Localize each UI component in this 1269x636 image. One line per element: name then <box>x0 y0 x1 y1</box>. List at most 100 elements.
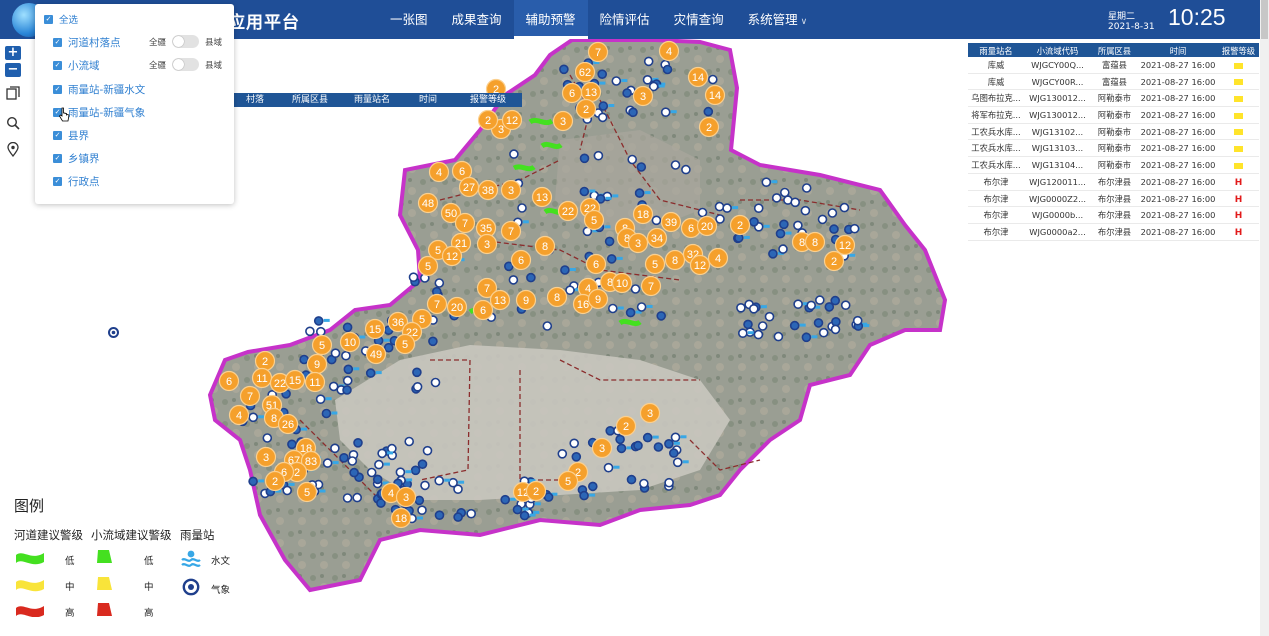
cluster-marker[interactable]: 38 <box>477 179 499 201</box>
nav-item-overview-map[interactable]: 一张图 <box>390 12 428 27</box>
cluster-marker[interactable]: 5 <box>311 334 333 356</box>
cluster-marker[interactable]: 5 <box>557 470 579 492</box>
scrollbar-thumb[interactable] <box>1261 0 1268 39</box>
meteo-station-icon[interactable] <box>108 323 119 342</box>
location-pin-icon[interactable] <box>5 141 21 158</box>
cluster-marker[interactable]: 3 <box>591 437 613 459</box>
cluster-marker[interactable]: 3 <box>500 179 522 201</box>
cluster-marker[interactable]: 10 <box>611 272 633 294</box>
nav-item-disaster-query[interactable]: 灾情查询 <box>673 12 724 27</box>
select-all-row[interactable]: ✓ 全选 <box>44 12 78 26</box>
zoom-in-button[interactable]: + <box>5 46 21 60</box>
cluster-marker[interactable]: 3 <box>476 233 498 255</box>
layer-rain-meteo[interactable]: ✓ 雨量站-新疆气象 <box>53 105 145 120</box>
layers-icon[interactable] <box>5 86 21 102</box>
cluster-marker[interactable]: 8 <box>546 286 568 308</box>
cluster-marker[interactable]: 3 <box>255 446 277 468</box>
cluster-marker[interactable]: 11 <box>304 371 326 393</box>
checkbox-checked-icon[interactable]: ✓ <box>53 85 62 94</box>
table-row[interactable]: 布尔津 WJG120011... 布尔津县 2021-08-27 16:00 H <box>968 174 1259 191</box>
checkbox-checked-icon[interactable]: ✓ <box>53 108 62 117</box>
layer-township-border[interactable]: ✓ 乡镇界 <box>53 151 100 166</box>
scope-toggle-villages[interactable]: 全疆 县域 <box>149 35 222 48</box>
cluster-marker[interactable]: 34 <box>646 227 668 249</box>
layer-admin-points[interactable]: ✓ 行政点 <box>53 174 100 189</box>
cluster-marker[interactable]: 27 <box>458 176 480 198</box>
scope-toggle-basins[interactable]: 全疆 县域 <box>149 58 222 71</box>
cluster-marker[interactable]: 3 <box>552 110 574 132</box>
cluster-marker[interactable]: 2 <box>264 470 286 492</box>
layer-county-border[interactable]: ✓ 县界 <box>53 128 89 143</box>
table-row[interactable]: 工农兵水库... WJG13102... 阿勒泰市 2021-08-27 16:00 <box>968 124 1259 141</box>
cluster-marker[interactable]: 4 <box>428 161 450 183</box>
cluster-marker[interactable]: 18 <box>390 507 412 529</box>
cluster-marker[interactable]: 2 <box>698 116 720 138</box>
cluster-marker[interactable]: 6 <box>218 370 240 392</box>
table-row[interactable]: 乌图布拉克... WJG130012... 阿勒泰市 2021-08-27 16:00 <box>968 90 1259 108</box>
table-row[interactable]: 库威 WJGCY00Q... 富蕴县 2021-08-27 16:00 <box>968 57 1259 74</box>
cluster-marker[interactable]: 9 <box>587 288 609 310</box>
checkbox-checked-icon[interactable]: ✓ <box>53 38 62 47</box>
cluster-marker[interactable]: 83 <box>300 450 322 472</box>
cluster-marker[interactable]: 39 <box>660 211 682 233</box>
layer-rain-hydro[interactable]: ✓ 雨量站-新疆水文 <box>53 82 145 97</box>
layer-small-basins[interactable]: ✓ 小流域 <box>53 58 100 73</box>
cluster-marker[interactable]: 8 <box>664 249 686 271</box>
cluster-marker[interactable]: 6 <box>510 249 532 271</box>
cluster-marker[interactable]: 2 <box>477 109 499 131</box>
cluster-marker[interactable]: 6 <box>585 253 607 275</box>
cluster-marker[interactable]: 12 <box>689 254 711 276</box>
cluster-marker[interactable]: 5 <box>394 333 416 355</box>
cluster-marker[interactable]: 3 <box>639 402 661 424</box>
cluster-marker[interactable]: 18 <box>632 203 654 225</box>
cluster-marker[interactable]: 14 <box>704 84 726 106</box>
cluster-marker[interactable]: 5 <box>644 253 666 275</box>
nav-item-system-management[interactable]: 系统管理 ∨ <box>747 12 808 27</box>
cluster-marker[interactable]: 50 <box>440 202 462 224</box>
cluster-marker[interactable]: 2 <box>254 350 276 372</box>
cluster-marker[interactable]: 3 <box>632 85 654 107</box>
zoom-out-button[interactable]: − <box>5 63 21 77</box>
cluster-marker[interactable]: 7 <box>500 220 522 242</box>
table-row[interactable]: 布尔津 WJG0000Z2... 布尔津县 2021-08-27 16:00 H <box>968 191 1259 208</box>
cluster-marker[interactable]: 5 <box>417 255 439 277</box>
cluster-marker[interactable]: 7 <box>426 293 448 315</box>
cluster-marker[interactable]: 13 <box>580 81 602 103</box>
cluster-marker[interactable]: 9 <box>306 353 328 375</box>
cluster-marker[interactable]: 8 <box>534 235 556 257</box>
cluster-marker[interactable]: 22 <box>557 200 579 222</box>
cluster-marker[interactable]: 12 <box>834 234 856 256</box>
checkbox-checked-icon[interactable]: ✓ <box>53 61 62 70</box>
table-row[interactable]: 布尔津 WJG0000a2... 布尔津县 2021-08-27 16:00 H <box>968 224 1259 241</box>
cluster-marker[interactable]: 14 <box>687 66 709 88</box>
cluster-marker[interactable]: 13 <box>489 289 511 311</box>
layer-river-villages[interactable]: ✓ 河道村落点 <box>53 35 121 50</box>
cluster-marker[interactable]: 8 <box>804 231 826 253</box>
page-scrollbar[interactable] <box>1260 0 1269 636</box>
cluster-marker[interactable]: 6 <box>472 299 494 321</box>
toggle-switch[interactable] <box>172 35 200 48</box>
map-canvas[interactable]: 7 4 62 14 6 13 3 14 2 3 2 12 3 2 2 4 6 27 38 3 13 22 22 5 48 50 7 3… <box>0 38 968 636</box>
cluster-marker[interactable]: 11 <box>251 367 273 389</box>
cluster-marker[interactable]: 4 <box>228 404 250 426</box>
cluster-marker[interactable]: 49 <box>365 343 387 365</box>
search-icon[interactable] <box>5 116 21 132</box>
cluster-marker[interactable]: 7 <box>640 275 662 297</box>
nav-item-assisted-warning[interactable]: 辅助预警 <box>513 0 588 39</box>
cluster-marker[interactable]: 9 <box>515 289 537 311</box>
checkbox-checked-icon[interactable]: ✓ <box>44 14 53 24</box>
checkbox-checked-icon[interactable]: ✓ <box>53 154 62 163</box>
cluster-marker[interactable]: 15 <box>284 369 306 391</box>
cluster-marker[interactable]: 3 <box>395 486 417 508</box>
table-row[interactable]: 库威 WJGCY00R... 富蕴县 2021-08-27 16:00 <box>968 74 1259 91</box>
cluster-marker[interactable]: 20 <box>446 296 468 318</box>
cluster-marker[interactable]: 62 <box>574 61 596 83</box>
cluster-marker[interactable]: 35 <box>475 217 497 239</box>
cluster-marker[interactable]: 7 <box>476 277 498 299</box>
table-row[interactable]: 将军布拉克... WJG130012... 阿勒泰市 2021-08-27 16:00 <box>968 107 1259 124</box>
cluster-marker[interactable]: 2 <box>615 415 637 437</box>
cluster-marker[interactable]: 2 <box>823 250 845 272</box>
cluster-marker[interactable]: 13 <box>531 186 553 208</box>
table-row[interactable]: 工农兵水库... WJG13103... 阿勒泰市 2021-08-27 16:00 <box>968 140 1259 158</box>
